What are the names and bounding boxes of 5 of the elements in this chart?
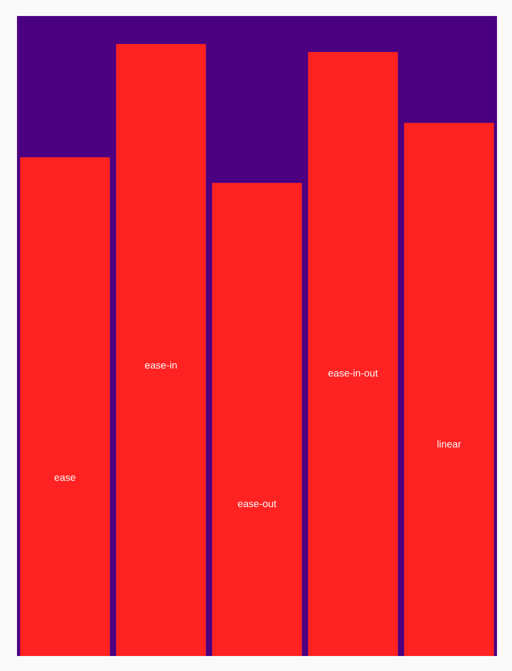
x-tick-label: ease-out bbox=[238, 500, 276, 508]
x-tick-label: ease-in-out bbox=[328, 369, 378, 377]
x-tick-label: ease bbox=[54, 475, 76, 481]
x-tick-label: linear bbox=[437, 440, 462, 448]
x-tick-label: ease-in bbox=[145, 361, 177, 369]
